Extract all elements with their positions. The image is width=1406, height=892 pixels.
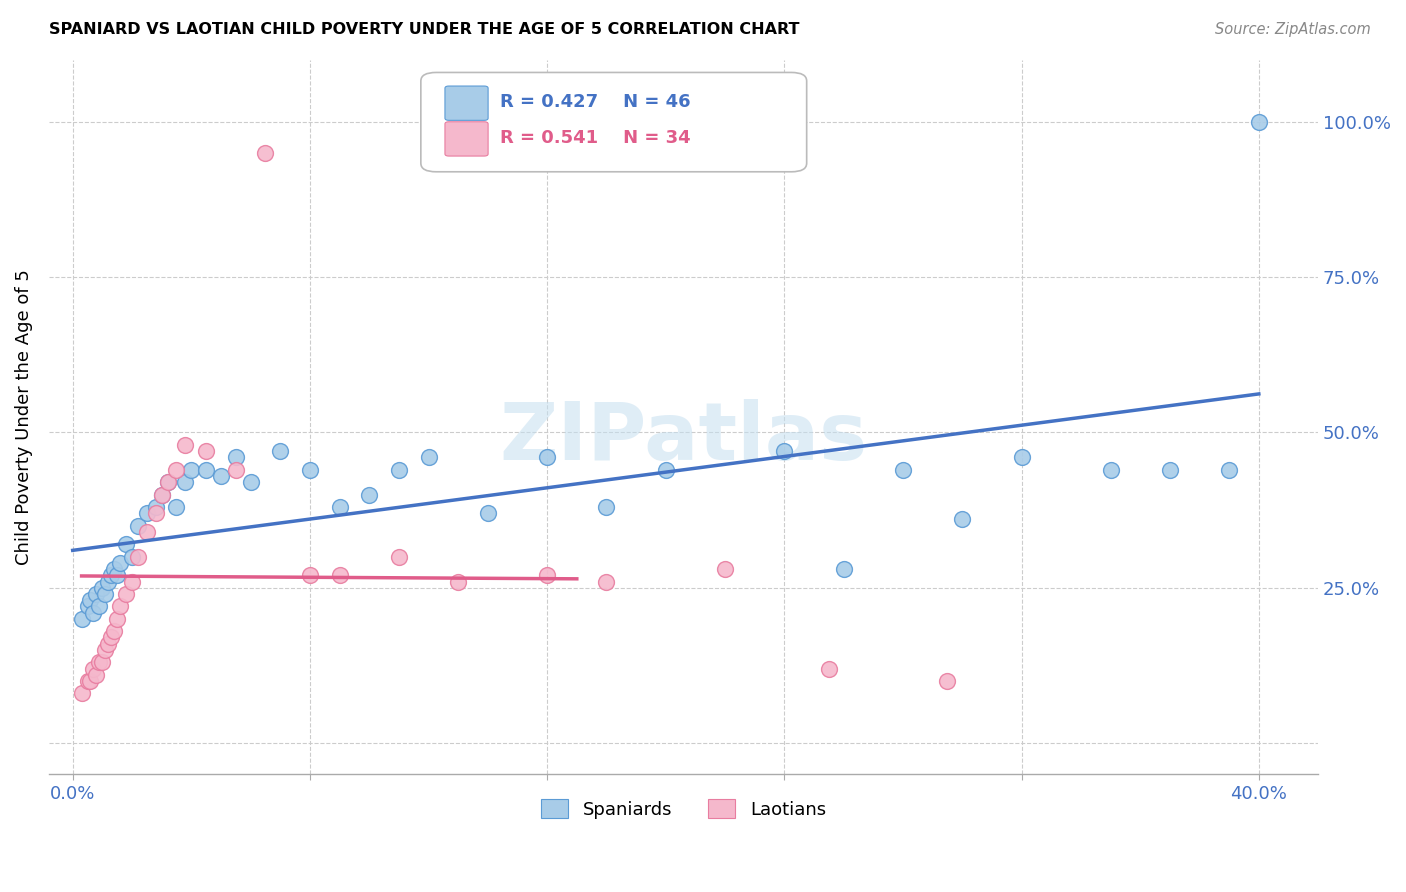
Point <box>595 574 617 589</box>
Point <box>82 661 104 675</box>
Point <box>655 463 678 477</box>
Legend: Spaniards, Laotians: Spaniards, Laotians <box>534 792 834 826</box>
Point <box>115 587 138 601</box>
Point <box>91 581 114 595</box>
FancyBboxPatch shape <box>444 86 488 120</box>
Point <box>536 568 558 582</box>
Point <box>595 500 617 514</box>
Point <box>79 593 101 607</box>
Point <box>254 145 277 160</box>
Point <box>180 463 202 477</box>
Point <box>76 599 98 614</box>
Point <box>195 444 218 458</box>
Point <box>818 661 841 675</box>
Point <box>76 673 98 688</box>
Point <box>127 549 149 564</box>
Point <box>150 487 173 501</box>
Point <box>89 599 111 614</box>
Point <box>135 506 157 520</box>
Point <box>145 500 167 514</box>
Point <box>150 487 173 501</box>
Point <box>166 463 188 477</box>
Point <box>1159 463 1181 477</box>
Point <box>82 606 104 620</box>
Point <box>108 556 131 570</box>
Point <box>100 568 122 582</box>
Point <box>166 500 188 514</box>
Point <box>127 518 149 533</box>
Point <box>70 612 93 626</box>
Point <box>70 686 93 700</box>
Point <box>86 587 108 601</box>
Point <box>103 562 125 576</box>
Point <box>115 537 138 551</box>
Point <box>418 450 440 465</box>
Point <box>359 487 381 501</box>
Point <box>100 631 122 645</box>
Point <box>1011 450 1033 465</box>
Point <box>329 568 352 582</box>
Point <box>536 450 558 465</box>
Point <box>714 562 737 576</box>
Point <box>79 673 101 688</box>
Point <box>121 574 143 589</box>
Point <box>298 463 321 477</box>
Point <box>156 475 179 489</box>
Point <box>174 438 197 452</box>
Point <box>97 637 120 651</box>
Point <box>94 587 117 601</box>
FancyBboxPatch shape <box>444 122 488 156</box>
Point <box>1218 463 1240 477</box>
Point <box>105 568 128 582</box>
Point <box>195 463 218 477</box>
Point <box>773 444 796 458</box>
Point <box>329 500 352 514</box>
Point <box>94 643 117 657</box>
Point <box>1247 114 1270 128</box>
Point <box>950 512 973 526</box>
Point <box>91 655 114 669</box>
Y-axis label: Child Poverty Under the Age of 5: Child Poverty Under the Age of 5 <box>15 268 32 565</box>
Point <box>298 568 321 582</box>
Point <box>156 475 179 489</box>
Text: ZIPatlas: ZIPatlas <box>499 400 868 477</box>
Point <box>174 475 197 489</box>
Point <box>832 562 855 576</box>
Text: Source: ZipAtlas.com: Source: ZipAtlas.com <box>1215 22 1371 37</box>
Point <box>269 444 291 458</box>
Point <box>145 506 167 520</box>
Point <box>103 624 125 639</box>
Point <box>121 549 143 564</box>
Point <box>89 655 111 669</box>
Point <box>86 667 108 681</box>
Point <box>388 463 411 477</box>
Point <box>891 463 914 477</box>
Point <box>936 673 959 688</box>
Point <box>225 450 247 465</box>
Point <box>477 506 499 520</box>
Point <box>1099 463 1122 477</box>
Point <box>447 574 470 589</box>
Point <box>225 463 247 477</box>
Text: R = 0.541    N = 34: R = 0.541 N = 34 <box>499 129 690 147</box>
Point <box>97 574 120 589</box>
Point <box>135 524 157 539</box>
Text: R = 0.427    N = 46: R = 0.427 N = 46 <box>499 94 690 112</box>
Point <box>108 599 131 614</box>
Point <box>209 469 232 483</box>
Point <box>388 549 411 564</box>
Text: SPANIARD VS LAOTIAN CHILD POVERTY UNDER THE AGE OF 5 CORRELATION CHART: SPANIARD VS LAOTIAN CHILD POVERTY UNDER … <box>49 22 800 37</box>
FancyBboxPatch shape <box>420 72 807 172</box>
Point <box>239 475 262 489</box>
Point <box>105 612 128 626</box>
